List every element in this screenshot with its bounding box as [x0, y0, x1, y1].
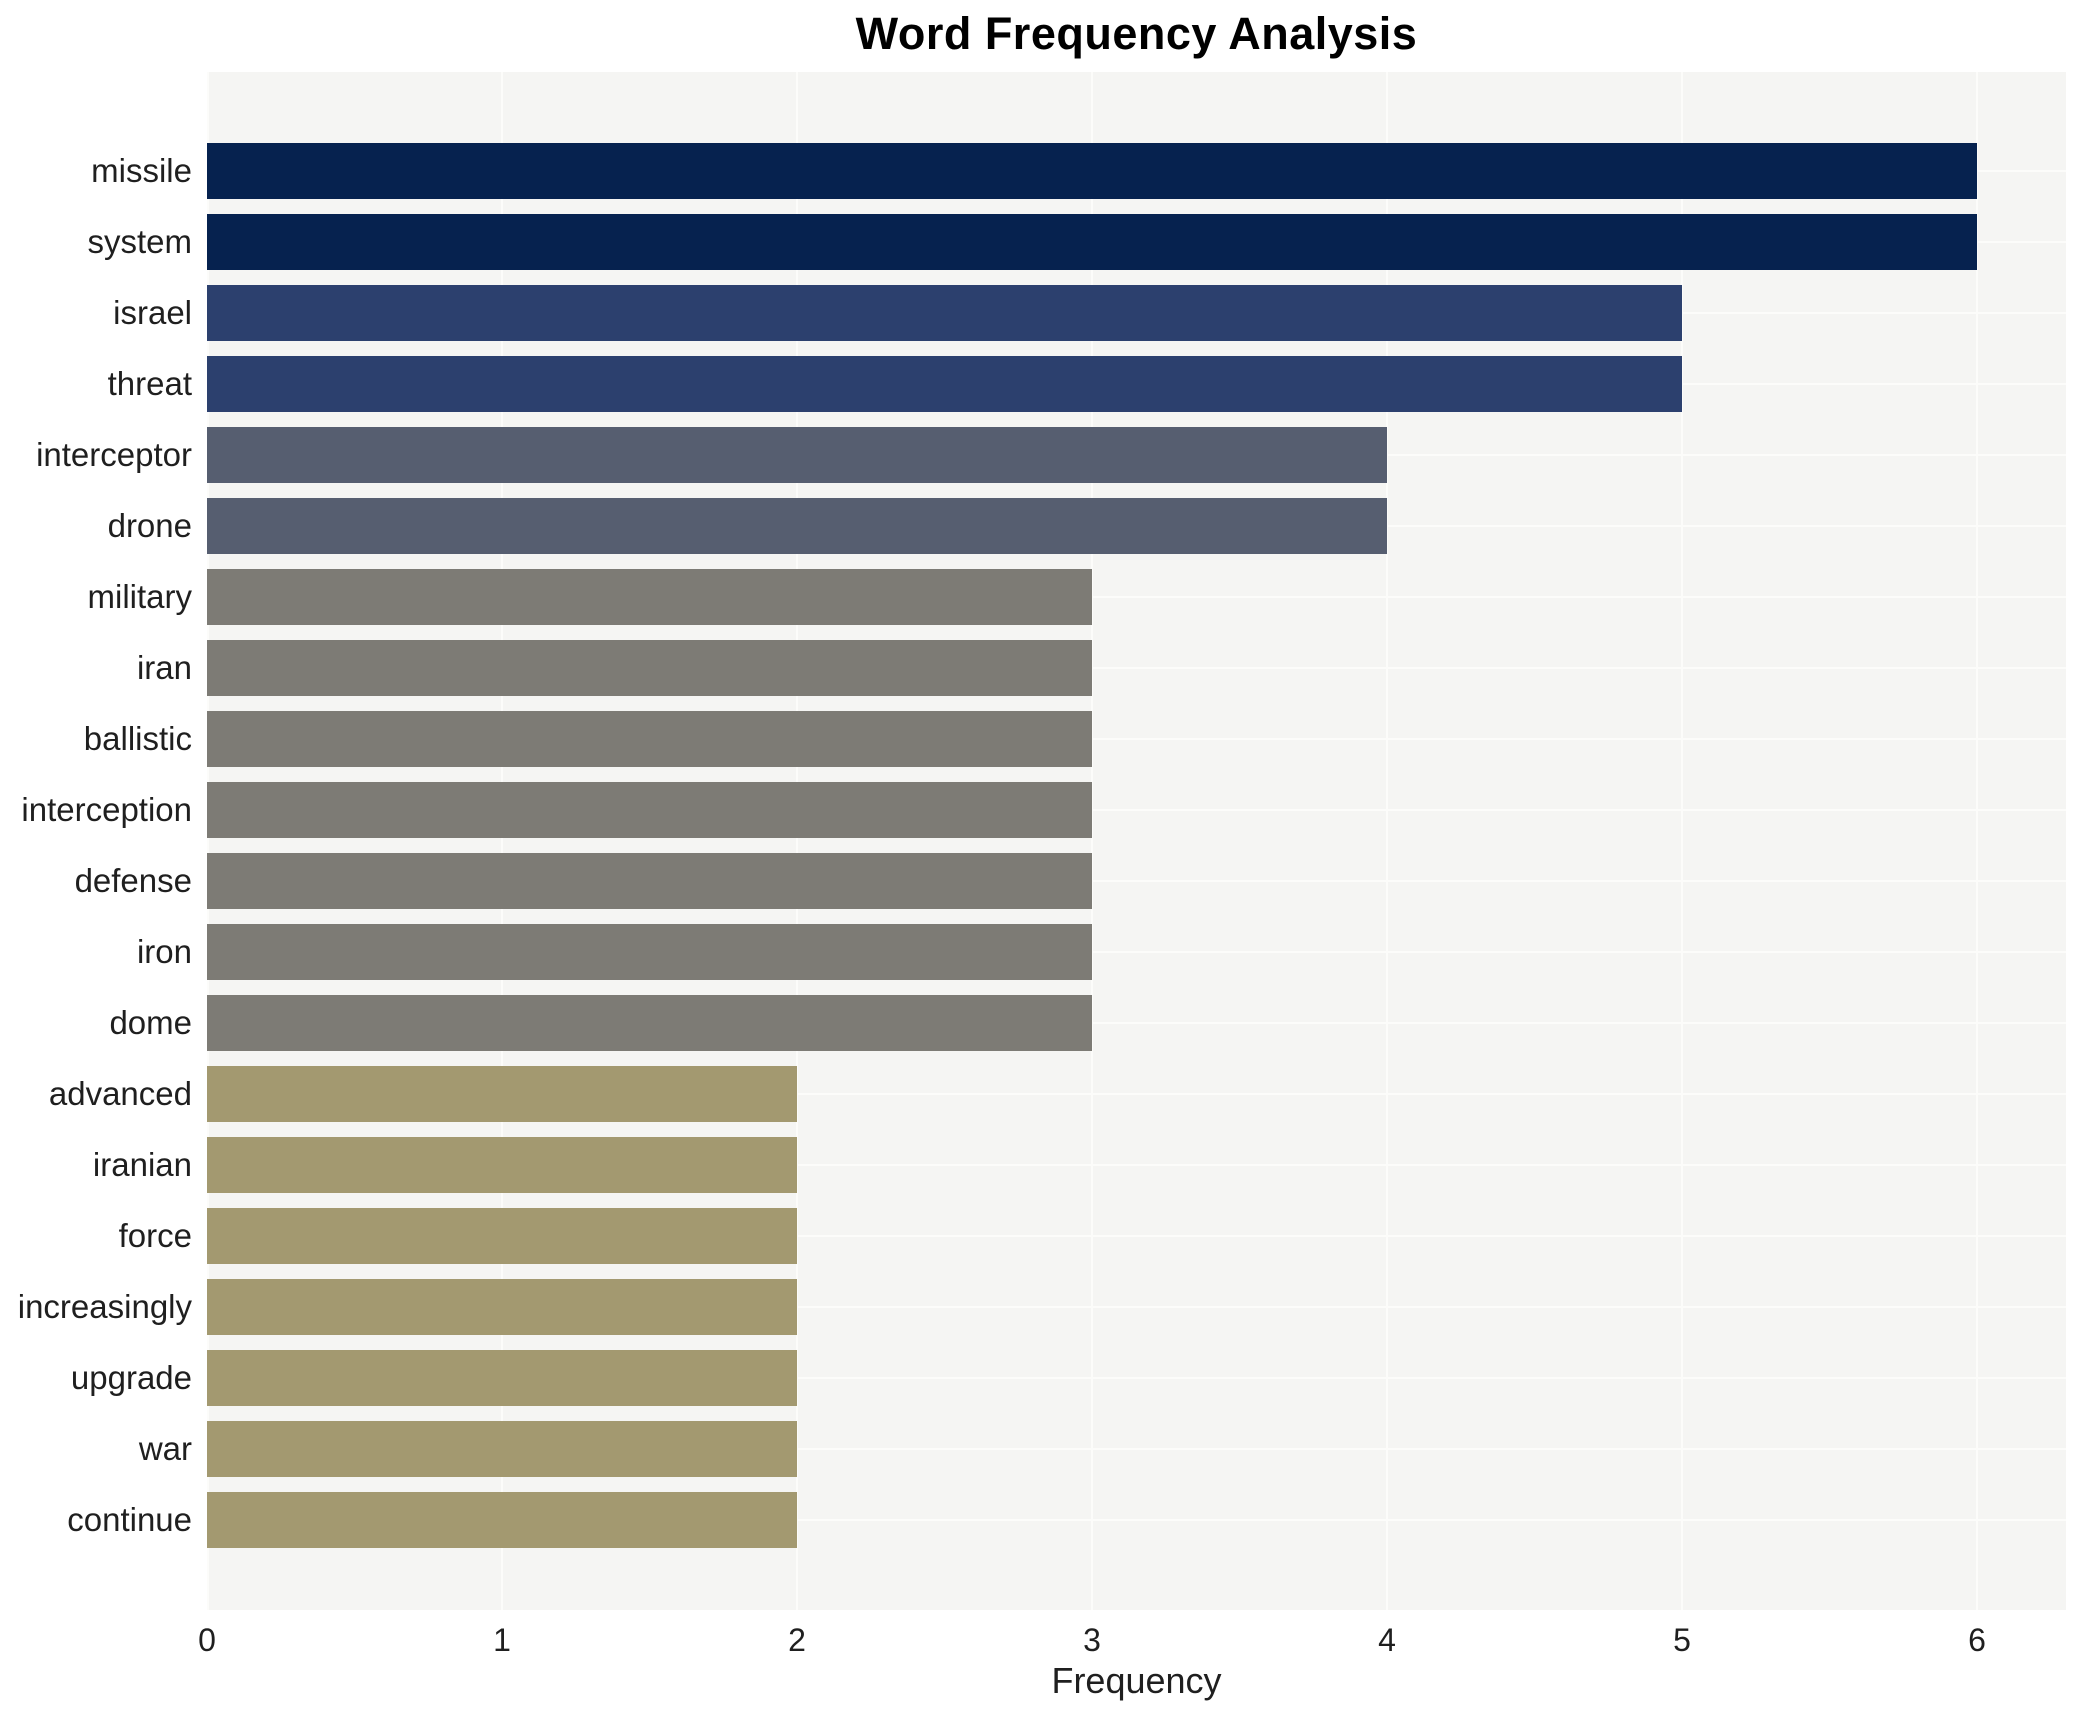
category-label: israel [113, 294, 192, 331]
category-label: war [138, 1430, 192, 1467]
category-label: missile [91, 152, 192, 189]
gridline-horizontal [207, 1235, 2066, 1237]
category-label: advanced [48, 1075, 192, 1112]
gridline-horizontal [207, 1377, 2066, 1379]
gridline-vertical [1976, 72, 1978, 1610]
frequency-bar [207, 143, 1977, 199]
gridline-vertical [796, 72, 798, 1610]
category-label: interception [21, 791, 192, 828]
frequency-bar [207, 782, 1092, 838]
frequency-bar [207, 640, 1092, 696]
plot-area [207, 72, 2066, 1610]
frequency-bar [207, 1350, 797, 1406]
gridline-horizontal [207, 1093, 2066, 1095]
category-label: increasingly [17, 1288, 192, 1325]
gridline-horizontal [207, 809, 2066, 811]
gridline-vertical [1386, 72, 1388, 1610]
frequency-bar [207, 1421, 797, 1477]
category-label: drone [107, 507, 192, 544]
category-label: force [118, 1217, 192, 1254]
gridline-vertical [501, 72, 503, 1610]
gridline-horizontal [207, 667, 2066, 669]
gridline-horizontal [207, 951, 2066, 953]
x-tick-label: 3 [1083, 1622, 1101, 1658]
x-axis-title: Frequency [1051, 1660, 1222, 1701]
frequency-bar [207, 427, 1387, 483]
gridline-horizontal [207, 880, 2066, 882]
gridline-horizontal [207, 596, 2066, 598]
category-label: military [87, 578, 193, 615]
category-label: dome [109, 1004, 192, 1041]
frequency-bar [207, 853, 1092, 909]
category-label: iran [136, 649, 192, 686]
gridline-vertical [1681, 72, 1683, 1610]
x-tick-label: 0 [198, 1622, 216, 1658]
category-label: ballistic [83, 720, 192, 757]
frequency-bar [207, 924, 1092, 980]
category-label: defense [74, 862, 192, 899]
gridline-vertical [207, 72, 209, 1610]
gridline-horizontal [207, 1164, 2066, 1166]
frequency-bar [207, 569, 1092, 625]
frequency-bar [207, 995, 1092, 1051]
gridline-horizontal [207, 1022, 2066, 1024]
x-tick-label: 5 [1673, 1622, 1691, 1658]
x-tick-label: 2 [788, 1622, 806, 1658]
category-label: iron [136, 933, 192, 970]
category-label: iranian [92, 1146, 192, 1183]
category-label: threat [107, 365, 192, 402]
category-label: upgrade [70, 1359, 192, 1396]
category-label: continue [67, 1501, 192, 1538]
frequency-bar [207, 1066, 797, 1122]
frequency-bar [207, 498, 1387, 554]
x-tick-label: 6 [1968, 1622, 1986, 1658]
x-tick-label: 4 [1378, 1622, 1396, 1658]
frequency-bar [207, 1492, 797, 1548]
frequency-bar [207, 711, 1092, 767]
gridline-horizontal [207, 1306, 2066, 1308]
gridline-horizontal [207, 1519, 2066, 1521]
category-label: system [87, 223, 192, 260]
gridline-vertical [1091, 72, 1093, 1610]
x-tick-label: 1 [493, 1622, 511, 1658]
frequency-bar [207, 1208, 797, 1264]
gridline-horizontal [207, 738, 2066, 740]
frequency-bar [207, 285, 1682, 341]
frequency-bar [207, 356, 1682, 412]
chart-title: Word Frequency Analysis [855, 8, 1418, 59]
gridline-horizontal [207, 1448, 2066, 1450]
category-label: interceptor [36, 436, 192, 473]
frequency-bar [207, 1279, 797, 1335]
frequency-bar [207, 214, 1977, 270]
frequency-bar [207, 1137, 797, 1193]
